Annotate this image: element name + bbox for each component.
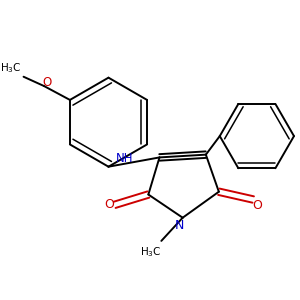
Text: H$_3$C: H$_3$C bbox=[140, 245, 162, 259]
Text: O: O bbox=[104, 198, 114, 211]
Text: N: N bbox=[175, 219, 184, 232]
Text: H$_3$C: H$_3$C bbox=[0, 61, 21, 75]
Text: O: O bbox=[42, 76, 51, 89]
Text: O: O bbox=[252, 199, 262, 212]
Text: NH: NH bbox=[116, 152, 134, 165]
